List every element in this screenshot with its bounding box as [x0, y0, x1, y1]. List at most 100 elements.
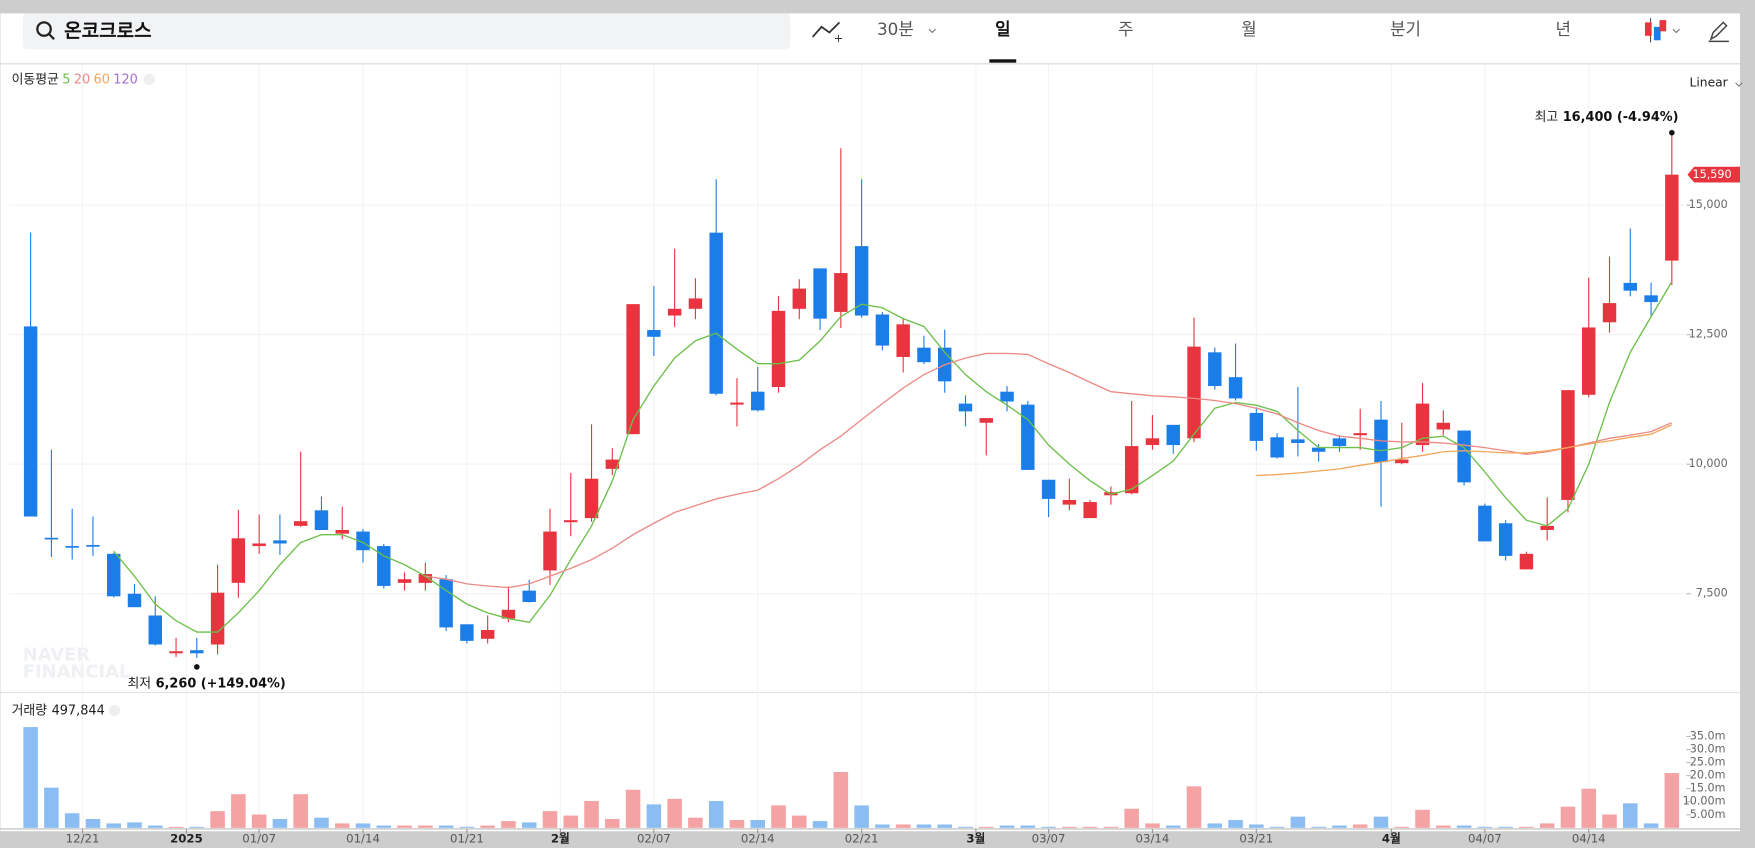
x-tick-label: 02/07: [637, 832, 671, 846]
volume-bar: [1165, 825, 1181, 828]
volume-title: 거래량: [12, 703, 48, 718]
legend-close[interactable]: [108, 704, 121, 716]
candle-body: [501, 609, 516, 619]
candle-body: [107, 553, 121, 597]
candle-body: [397, 579, 412, 583]
volume-bar: [646, 804, 662, 828]
candle-body: [1436, 422, 1451, 430]
volume-bar: [667, 798, 682, 828]
tab[interactable]: 주: [1118, 19, 1133, 39]
volume-bar: [605, 818, 620, 828]
tab-underline: [989, 59, 1017, 63]
volume-bar: [334, 823, 350, 828]
volume-bar: [251, 814, 267, 828]
search-box[interactable]: [22, 13, 791, 50]
volume-bar: [210, 811, 225, 828]
volume-bar: [1539, 823, 1555, 828]
volume-bar: [1249, 824, 1264, 828]
legend-entry: 20: [74, 72, 90, 87]
tab[interactable]: 일: [995, 19, 1010, 39]
candle-body: [314, 510, 329, 531]
annotation-text: 6,260 (+149.04%): [156, 676, 286, 691]
annotation-text: 16,400 (-4.94%): [1563, 110, 1679, 125]
volume-bar: [812, 821, 828, 828]
candle-body: [480, 629, 495, 639]
volume-bar: [1269, 826, 1285, 828]
volume-bar: [147, 825, 163, 828]
volume-bar: [1373, 816, 1389, 828]
candle-body: [439, 579, 453, 628]
volume-bar: [1103, 826, 1119, 828]
candle-body: [854, 246, 869, 316]
volume-bar: [231, 794, 246, 828]
legend-close[interactable]: [143, 73, 155, 86]
volume-bar: [1290, 816, 1306, 828]
y-tick-label: 5.00m: [1690, 808, 1726, 821]
price-tag-label: 15,590: [1693, 168, 1732, 181]
candle-body: [1353, 433, 1367, 436]
tab[interactable]: 분기: [1390, 19, 1421, 39]
legend-entry: 60: [94, 72, 110, 87]
candle-body: [1395, 459, 1409, 464]
draw-icon[interactable]: [1708, 21, 1729, 43]
ma-line: [113, 281, 1673, 633]
candle-body: [273, 540, 287, 544]
x-tick-label: 01/14: [346, 832, 380, 846]
candle-body: [418, 574, 433, 583]
volume-bar: [771, 805, 786, 828]
candle-body: [210, 592, 225, 645]
high-annotation: 최고 16,400 (-4.94%): [1535, 110, 1679, 125]
volume-bar: [916, 824, 932, 828]
chart-type-icon[interactable]: [1653, 26, 1661, 41]
chart-type-icon[interactable]: [1659, 20, 1667, 32]
tab[interactable]: 년: [1556, 19, 1571, 39]
volume-bar: [418, 825, 433, 828]
volume-bar: [854, 805, 869, 828]
y-tick-label: 15.0m: [1690, 782, 1726, 795]
volume-bar: [1415, 809, 1430, 828]
volume-bar: [293, 794, 308, 828]
candle-body: [834, 273, 848, 312]
watermark: FINANCIAL: [23, 661, 131, 682]
high-marker: [1669, 129, 1675, 136]
candle-body: [1665, 174, 1679, 261]
price-tag: [1687, 166, 1741, 183]
volume-bar: [1124, 808, 1139, 828]
volume-bar: [563, 815, 579, 828]
volume-bar: [1020, 825, 1036, 828]
volume-bar: [978, 826, 994, 828]
volume-bar: [688, 817, 703, 828]
volume-bar: [625, 789, 641, 828]
x-tick-label: 02/14: [741, 832, 775, 846]
y-tick-label: 20.0m: [1690, 769, 1726, 782]
volume-bar: [44, 787, 59, 828]
candle-body: [1124, 446, 1139, 494]
candle-body: [1145, 438, 1160, 446]
indicator-icon: +: [834, 32, 843, 45]
candle-body: [813, 268, 827, 319]
volume-bar: [1041, 826, 1056, 828]
volume-bar: [1394, 826, 1410, 828]
volume-bar: [23, 727, 38, 828]
volume-bar: [1623, 803, 1638, 828]
tab[interactable]: 30분: [877, 19, 914, 39]
candle-body: [1478, 505, 1492, 542]
volume-bar: [438, 825, 454, 828]
volume-bar: [958, 826, 973, 828]
candle-body: [1457, 430, 1471, 483]
volume-bar: [1332, 825, 1347, 828]
x-tick-label: 04/14: [1572, 832, 1606, 846]
candle-body: [1623, 282, 1637, 291]
candle-body: [1000, 391, 1014, 402]
volume-bar: [1186, 786, 1202, 828]
chart-type-icon[interactable]: [1644, 22, 1652, 36]
x-tick-label: 04/07: [1468, 832, 1502, 846]
candle-body: [190, 650, 204, 654]
y-tick-label: 30.0m: [1690, 743, 1726, 756]
indicator-icon[interactable]: [811, 21, 841, 38]
candle-body: [875, 314, 890, 346]
tab[interactable]: 월: [1241, 19, 1256, 39]
scale-mode[interactable]: Linear: [1690, 75, 1729, 89]
